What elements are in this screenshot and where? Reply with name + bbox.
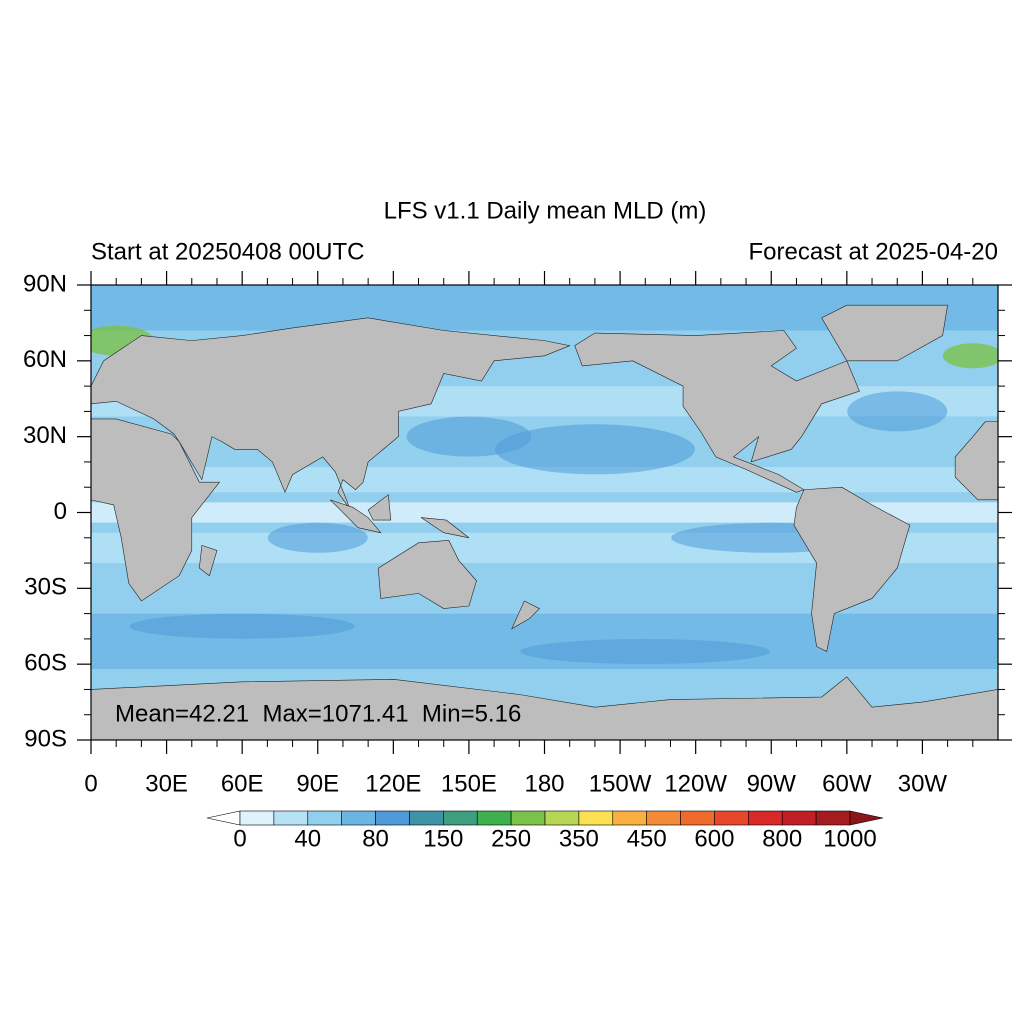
ocean-patch	[520, 639, 771, 665]
colorbar-label: 600	[694, 825, 734, 852]
subtitle-left: Start at 20250408 00UTC	[91, 238, 365, 265]
colorbar-box	[815, 810, 851, 826]
colorbar-label: 40	[294, 825, 321, 852]
land	[821, 304, 948, 362]
colorbar-box	[273, 810, 309, 826]
ocean-patch	[494, 424, 695, 475]
lon-label: 90W	[747, 770, 797, 797]
title: LFS v1.1 Daily mean MLD (m)	[384, 197, 707, 224]
land	[91, 676, 998, 740]
colorbar-box	[680, 810, 715, 826]
colorbar-box	[239, 810, 275, 826]
lat-label: 90N	[23, 270, 67, 297]
colorbar-label: 250	[491, 825, 531, 852]
ocean-patch	[129, 613, 355, 639]
colorbar-box	[612, 810, 647, 826]
lat-label: 60S	[24, 650, 67, 677]
lon-label: 180	[524, 770, 564, 797]
land	[91, 418, 221, 602]
colorbar-box	[781, 810, 817, 826]
land	[954, 421, 998, 501]
land	[511, 600, 540, 630]
land	[793, 486, 911, 652]
colorbar-label: 450	[627, 825, 667, 852]
lon-label: 0	[84, 770, 97, 797]
map-field	[91, 285, 998, 740]
colorbar-label: 80	[362, 825, 389, 852]
land	[330, 499, 382, 534]
stats: Mean=42.21 Max=1071.41 Min=5.16	[115, 700, 521, 727]
lon-label: 150W	[589, 770, 652, 797]
lat-label: 60N	[23, 346, 67, 373]
colorbar-box	[510, 810, 546, 826]
colorbar-box	[375, 810, 410, 826]
land	[574, 330, 860, 493]
lon-label: 30E	[145, 770, 188, 797]
colorbar-label: 150	[423, 825, 463, 852]
colorbar-label: 350	[559, 825, 599, 852]
colorbar-under	[206, 810, 241, 826]
ocean-patch	[267, 522, 368, 553]
land	[367, 494, 392, 521]
land	[199, 544, 218, 577]
ocean-band	[91, 502, 998, 523]
colorbar-box	[578, 810, 614, 826]
colorbar-box	[341, 810, 376, 826]
land	[377, 539, 477, 609]
lat-label: 30S	[24, 574, 67, 601]
colorbar-box	[409, 810, 444, 826]
colorbar-box	[307, 810, 342, 826]
lon-label: 60W	[822, 770, 872, 797]
land	[91, 317, 571, 511]
lat-label: 30N	[23, 422, 67, 449]
lon-label: 90E	[296, 770, 339, 797]
colorbar-box	[443, 810, 478, 826]
colorbar-box	[714, 810, 749, 826]
lon-label: 60E	[221, 770, 264, 797]
colorbar-over	[849, 810, 884, 826]
colorbar-box	[544, 810, 580, 826]
lon-label: 30W	[898, 770, 948, 797]
colorbar-box	[748, 810, 783, 826]
colorbar-label: 1000	[823, 825, 876, 852]
lon-label: 120E	[365, 770, 421, 797]
ocean-patch	[406, 416, 532, 457]
lon-label: 120W	[664, 770, 727, 797]
ocean-band	[91, 467, 998, 493]
colorbar-label: 0	[233, 825, 246, 852]
subtitle-right: Forecast at 2025-04-20	[749, 238, 998, 265]
land	[420, 517, 470, 539]
lat-label: 0	[54, 498, 67, 525]
ocean-patch-deep	[942, 343, 998, 369]
lon-label: 150E	[441, 770, 497, 797]
colorbar-label: 800	[762, 825, 802, 852]
ocean-patch	[847, 391, 948, 432]
colorbar-box	[476, 810, 512, 826]
colorbar-box	[646, 810, 681, 826]
lat-label: 90S	[24, 725, 67, 752]
